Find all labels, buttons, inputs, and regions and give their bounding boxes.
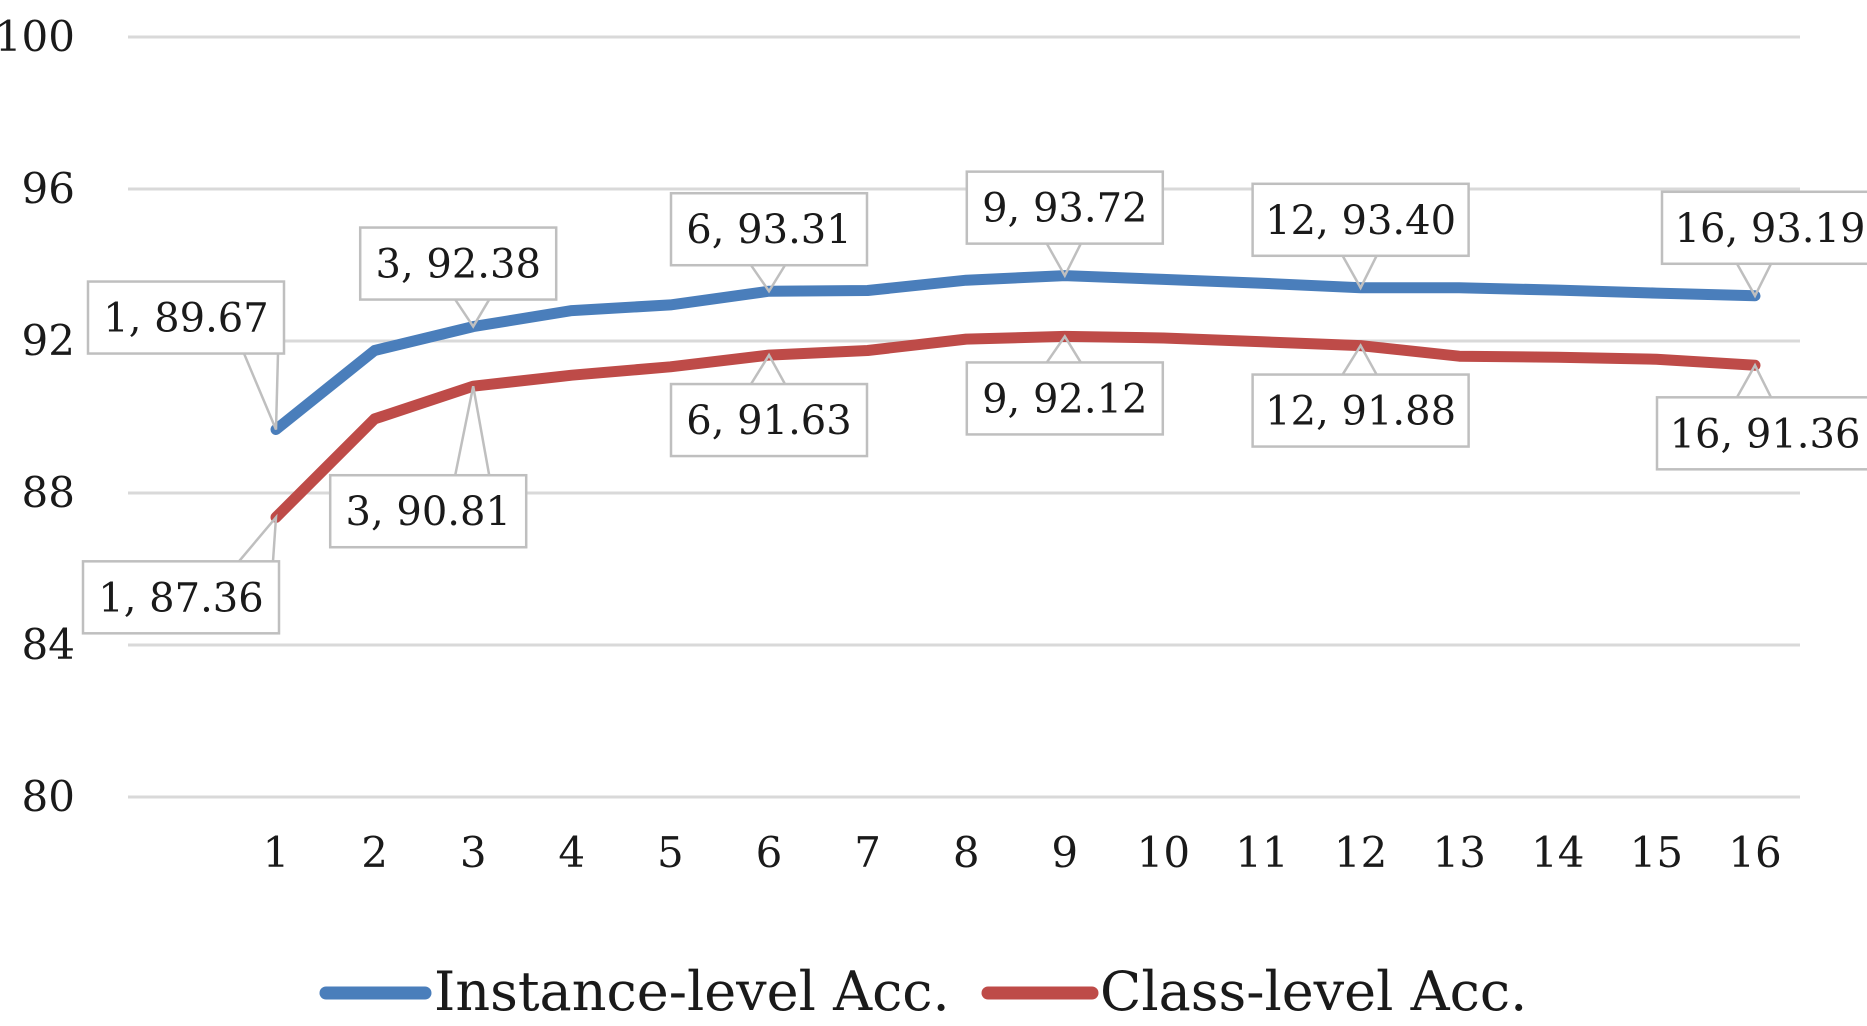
callout-box xyxy=(1655,396,1867,471)
callout-box xyxy=(1251,373,1470,448)
data-label: 3, 90.81 xyxy=(328,385,528,549)
data-label: 12, 91.88 xyxy=(1251,343,1470,448)
callout-leader xyxy=(453,385,491,476)
data-label-text: 16, 91.36 xyxy=(1670,411,1861,457)
callout-leader xyxy=(1341,343,1378,376)
x-tick-label: 10 xyxy=(1137,828,1190,877)
y-tick-label: 92 xyxy=(22,316,75,365)
series-line-1 xyxy=(270,330,1761,523)
x-tick-label: 3 xyxy=(460,828,487,877)
data-label-text: 6, 91.63 xyxy=(686,398,851,444)
data-label-text: 3, 90.81 xyxy=(346,489,511,535)
data-label-text: 6, 93.31 xyxy=(686,207,851,253)
callout-box xyxy=(965,361,1165,436)
x-tick-label: 9 xyxy=(1051,828,1078,877)
series-lines xyxy=(270,270,1761,523)
data-label: 9, 92.12 xyxy=(965,334,1165,436)
callout-leader xyxy=(749,352,787,385)
y-tick-label: 100 xyxy=(0,12,75,61)
series-line-0 xyxy=(270,270,1761,435)
callout-leader xyxy=(1045,334,1082,364)
x-tick-label: 6 xyxy=(756,828,783,877)
x-tick-label: 2 xyxy=(361,828,388,877)
callout-leader xyxy=(454,298,491,329)
callout-box xyxy=(358,226,558,301)
x-tick-label: 1 xyxy=(263,828,290,877)
callout-box xyxy=(1660,190,1867,266)
data-label: 6, 91.63 xyxy=(669,352,869,458)
x-tick-label: 13 xyxy=(1432,828,1485,877)
callout-leader xyxy=(242,353,280,431)
x-tick-label: 14 xyxy=(1531,828,1584,877)
data-label: 3, 92.38 xyxy=(358,226,558,329)
y-tick-label: 84 xyxy=(22,620,75,669)
callout-box xyxy=(81,560,281,635)
legend-label: Instance-level Acc. xyxy=(434,960,950,1023)
data-labels: 1, 89.67 3, 92.38 6, 93.31 9, 93.72 12, 93.4… xyxy=(81,170,1867,635)
legend-label: Class-level Acc. xyxy=(1100,960,1527,1023)
callout-leader xyxy=(749,264,787,294)
x-tick-label: 4 xyxy=(558,828,585,877)
callout-box xyxy=(965,170,1165,245)
data-label-text: 12, 93.40 xyxy=(1265,198,1456,244)
data-label: 12, 93.40 xyxy=(1251,182,1470,291)
x-tick-label: 11 xyxy=(1235,828,1288,877)
callout-box xyxy=(1251,182,1470,258)
x-tick-label: 8 xyxy=(953,828,980,877)
y-tick-label: 96 xyxy=(22,164,75,213)
x-tick-label: 5 xyxy=(657,828,684,877)
callout-leader xyxy=(238,513,278,563)
data-label-text: 3, 92.38 xyxy=(376,242,541,288)
callout-box xyxy=(86,280,286,355)
data-label: 9, 93.72 xyxy=(965,170,1165,279)
y-tick-label: 88 xyxy=(22,468,75,517)
data-label-text: 9, 93.72 xyxy=(982,186,1147,232)
data-label: 16, 91.36 xyxy=(1655,362,1867,471)
data-label: 6, 93.31 xyxy=(669,191,869,294)
callout-box xyxy=(328,473,528,549)
callout-leader xyxy=(1341,255,1378,291)
x-tick-label: 15 xyxy=(1630,828,1683,877)
x-axis-ticks: 1 2 3 4 5 6 7 8 9 10 11 12 13 14 15 16 xyxy=(263,828,1782,877)
data-label-text: 1, 89.67 xyxy=(103,296,268,342)
data-label-text: 12, 91.88 xyxy=(1265,389,1456,435)
x-tick-label: 12 xyxy=(1334,828,1387,877)
y-tick-label: 80 xyxy=(22,772,75,821)
x-tick-label: 7 xyxy=(854,828,881,877)
callout-box xyxy=(669,382,869,458)
data-label: 16, 93.19 xyxy=(1660,190,1867,299)
data-label-text: 1, 87.36 xyxy=(98,575,263,621)
callout-box xyxy=(669,191,869,267)
data-label-text: 9, 92.12 xyxy=(982,376,1147,422)
callout-leader xyxy=(1735,362,1773,398)
data-label-text: 16, 93.19 xyxy=(1675,206,1866,252)
legend-item: Class-level Acc. xyxy=(981,960,1527,1023)
y-axis-ticks: 80 84 88 92 96 100 xyxy=(0,12,75,821)
x-tick-label: 16 xyxy=(1728,828,1781,877)
callout-leader xyxy=(1045,243,1082,279)
data-label: 1, 87.36 xyxy=(81,513,281,635)
legend: Instance-level Acc. Class-level Acc. xyxy=(319,960,1527,1023)
data-label: 1, 89.67 xyxy=(86,280,286,431)
legend-item: Instance-level Acc. xyxy=(319,960,950,1023)
callout-leader xyxy=(1735,263,1773,299)
